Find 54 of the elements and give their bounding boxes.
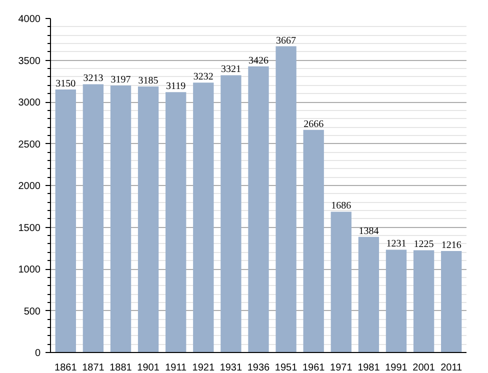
bar bbox=[248, 66, 269, 352]
bar bbox=[303, 130, 324, 352]
data-label: 1686 bbox=[331, 200, 352, 212]
y-tick-label: 3000 bbox=[18, 98, 41, 108]
x-tick-label: 1871 bbox=[82, 362, 105, 373]
data-label: 3197 bbox=[110, 74, 131, 86]
bar bbox=[441, 250, 462, 352]
y-tick-label: 3500 bbox=[18, 56, 41, 67]
y-tick-label: 500 bbox=[24, 306, 41, 318]
x-tick-label: 1936 bbox=[247, 362, 270, 373]
x-tick-label: 1981 bbox=[358, 362, 380, 373]
bar bbox=[55, 89, 76, 352]
x-tick-label: 1901 bbox=[137, 362, 160, 373]
data-label: 2666 bbox=[304, 118, 324, 130]
bar bbox=[220, 75, 242, 352]
y-tick-label: 4000 bbox=[18, 14, 41, 25]
y-tick-label: 2500 bbox=[18, 139, 41, 150]
x-tick-label: 1861 bbox=[54, 362, 78, 373]
data-label: 1231 bbox=[386, 238, 406, 250]
bar bbox=[138, 86, 159, 352]
data-label: 1216 bbox=[441, 240, 462, 251]
bar bbox=[193, 82, 214, 352]
bar bbox=[166, 92, 186, 352]
x-tick-label: 1991 bbox=[385, 362, 408, 373]
bar bbox=[358, 236, 380, 352]
data-label: 3321 bbox=[220, 64, 241, 76]
data-label: 3213 bbox=[83, 73, 104, 84]
bar bbox=[110, 86, 132, 352]
data-label: 3232 bbox=[193, 72, 214, 83]
x-tick-label: 2011 bbox=[440, 362, 463, 373]
data-label: 3119 bbox=[166, 81, 186, 92]
x-tick-label: 1931 bbox=[220, 362, 243, 373]
bar bbox=[386, 250, 407, 352]
x-tick-label: 2001 bbox=[412, 362, 436, 373]
data-label: 3150 bbox=[56, 78, 76, 90]
bar bbox=[82, 84, 104, 352]
data-label: 1384 bbox=[358, 226, 379, 237]
data-label: 3667 bbox=[276, 35, 296, 46]
bar bbox=[413, 250, 434, 352]
bar bbox=[276, 46, 296, 352]
data-label: 1225 bbox=[414, 239, 434, 250]
x-tick-label: 1951 bbox=[274, 362, 298, 373]
x-tick-label: 1961 bbox=[302, 362, 326, 373]
x-tick-label: 1921 bbox=[192, 362, 215, 373]
x-tick-label: 1971 bbox=[330, 362, 353, 373]
data-label: 3185 bbox=[138, 76, 158, 87]
bar bbox=[330, 212, 352, 352]
data-label: 3426 bbox=[248, 55, 268, 66]
y-tick-label: 1000 bbox=[18, 264, 41, 276]
y-tick-label: 0 bbox=[34, 348, 41, 359]
y-tick-label: 2000 bbox=[18, 181, 41, 192]
x-tick-label: 1881 bbox=[110, 362, 132, 373]
x-tick-label: 1911 bbox=[165, 362, 188, 373]
y-tick-label: 1500 bbox=[18, 222, 41, 234]
